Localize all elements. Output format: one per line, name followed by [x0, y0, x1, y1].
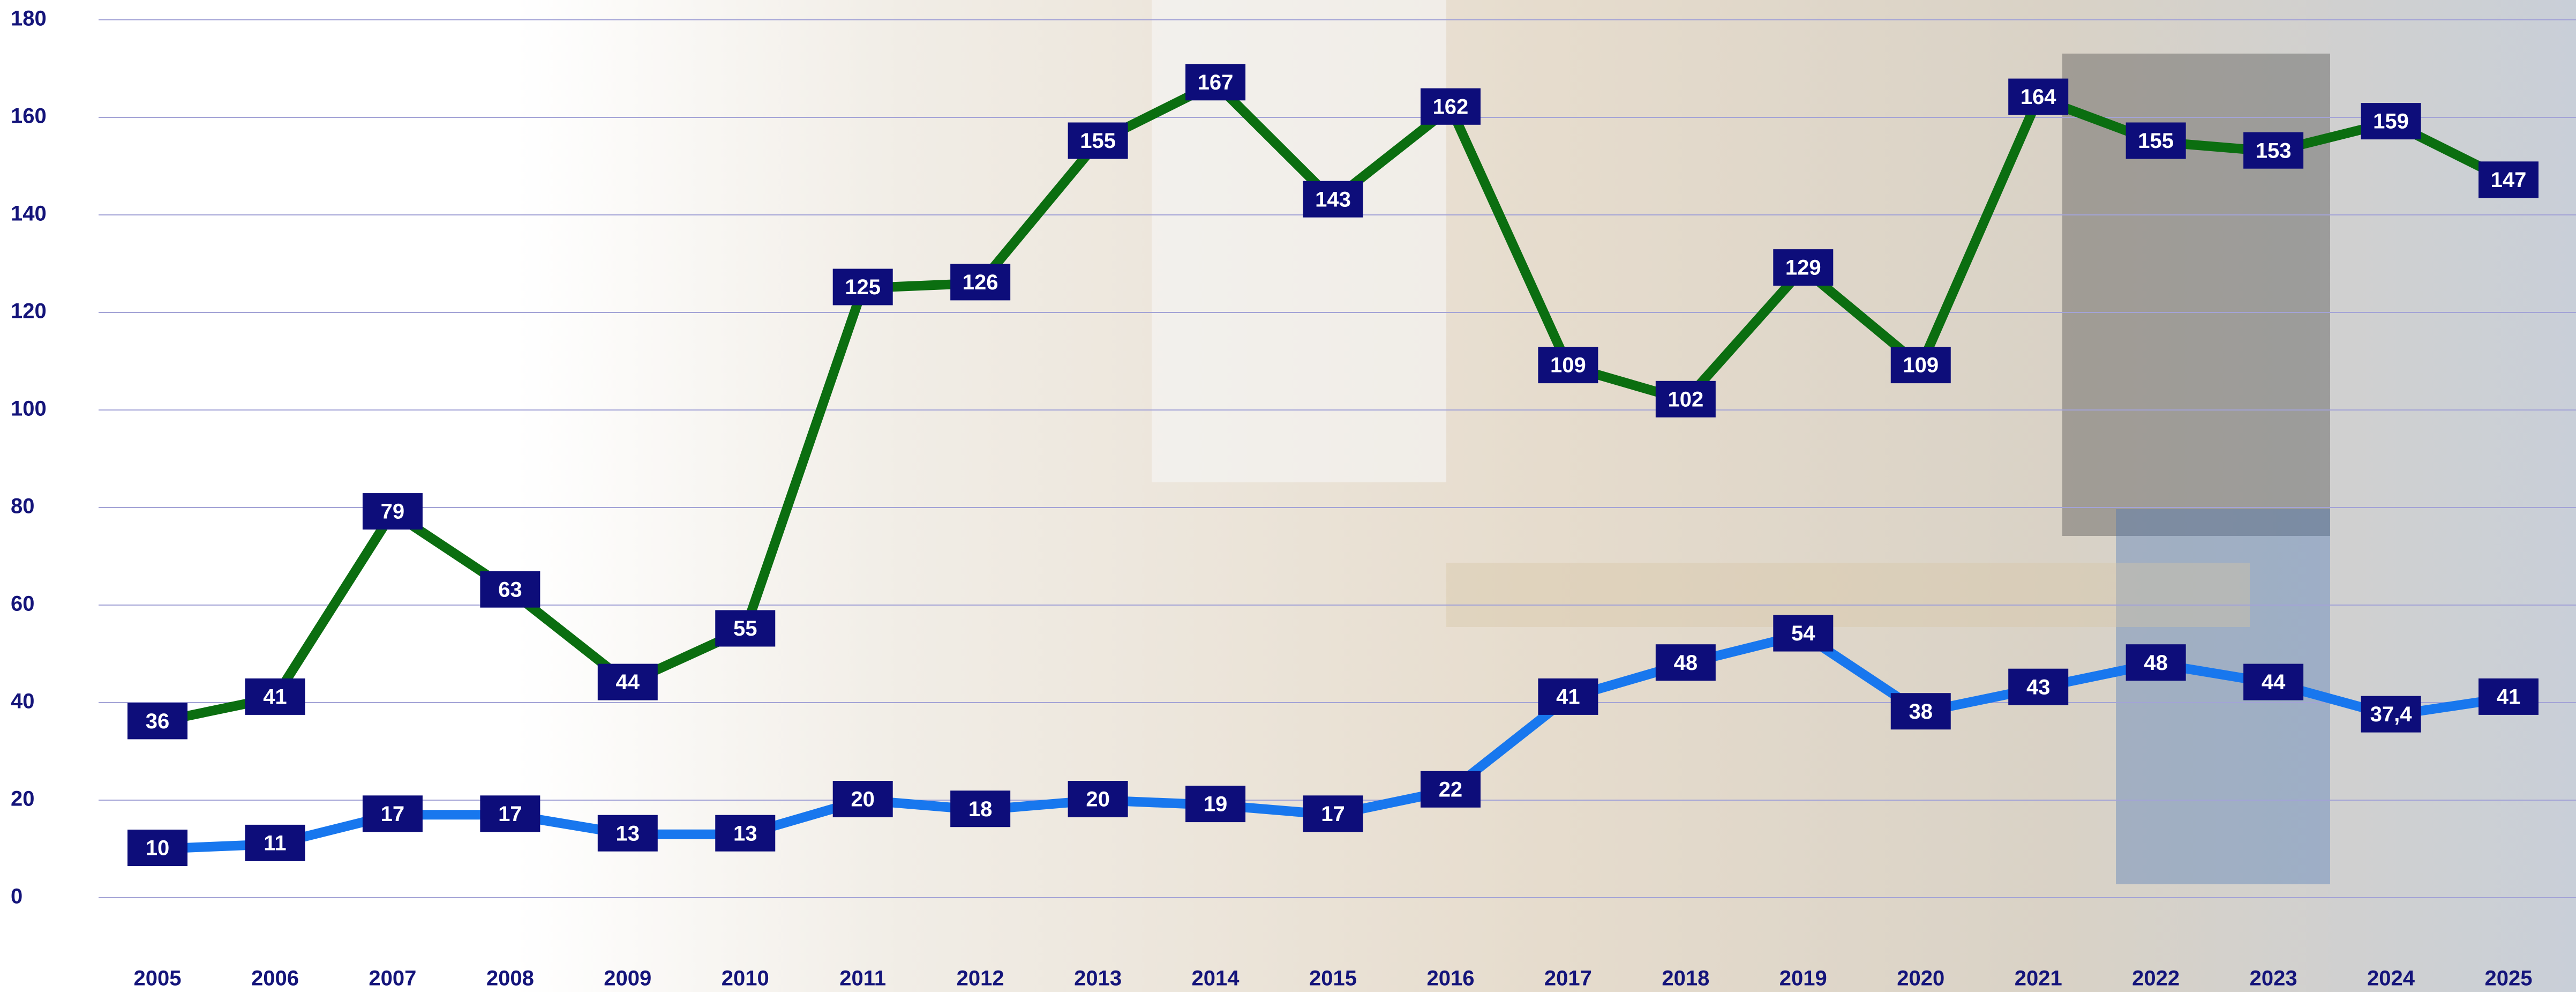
- x-tick-label: 2013: [1074, 967, 1122, 990]
- x-tick-label: 2024: [2367, 967, 2415, 990]
- x-tick-label: 2010: [722, 967, 769, 990]
- y-tick-label: 0: [11, 885, 22, 908]
- x-tick-label: 2016: [1426, 967, 1474, 990]
- y-tick-label: 80: [11, 495, 35, 518]
- y-tick-label: 60: [11, 592, 35, 616]
- value-label: 109: [1903, 354, 1939, 377]
- y-tick-label: 40: [11, 690, 35, 713]
- x-tick-label: 2011: [839, 967, 886, 990]
- value-label: 41: [263, 685, 287, 708]
- value-label: 55: [733, 617, 757, 640]
- value-label: 43: [2026, 675, 2051, 699]
- value-label: 162: [1433, 95, 1469, 118]
- value-label: 20: [1086, 788, 1110, 811]
- value-label: 19: [1204, 793, 1228, 816]
- value-label: 129: [1785, 256, 1821, 280]
- value-label: 153: [2256, 139, 2292, 162]
- value-label: 48: [2144, 651, 2168, 675]
- value-label: 126: [963, 271, 998, 294]
- value-label: 147: [2491, 168, 2527, 192]
- value-label: 11: [264, 831, 286, 855]
- y-tick-label: 120: [11, 300, 47, 323]
- x-tick-label: 2019: [1779, 967, 1827, 990]
- value-label: 155: [2138, 129, 2174, 153]
- x-tick-label: 2020: [1897, 967, 1944, 990]
- value-label: 41: [1556, 685, 1580, 708]
- value-label: 36: [146, 710, 170, 733]
- photo-table: [1446, 563, 2250, 627]
- y-tick-label: 180: [11, 7, 47, 31]
- y-tick-label: 140: [11, 202, 47, 226]
- value-label: 143: [1315, 188, 1351, 211]
- x-tick-label: 2008: [486, 967, 534, 990]
- value-label: 164: [2021, 85, 2056, 109]
- x-tick-label: 2007: [369, 967, 416, 990]
- x-tick-label: 2023: [2250, 967, 2297, 990]
- value-label: 48: [1674, 651, 1698, 675]
- value-label: 125: [845, 275, 881, 299]
- x-tick-label: 2009: [604, 967, 651, 990]
- value-label: 155: [1080, 129, 1116, 153]
- value-label: 18: [968, 797, 993, 821]
- value-label: 41: [2497, 685, 2521, 708]
- value-label: 167: [1198, 71, 1234, 94]
- value-label: 22: [1439, 778, 1463, 801]
- value-label: 13: [616, 822, 640, 845]
- value-label: 17: [498, 802, 522, 826]
- page: {"chart_data": {"type": "line", "categor…: [0, 0, 2576, 992]
- value-label: 44: [616, 670, 640, 694]
- x-tick-label: 2022: [2132, 967, 2180, 990]
- x-tick-label: 2025: [2485, 967, 2533, 990]
- x-tick-label: 2018: [1662, 967, 1709, 990]
- value-label: 63: [498, 578, 522, 601]
- x-tick-label: 2017: [1544, 967, 1592, 990]
- y-tick-label: 160: [11, 105, 47, 128]
- y-tick-label: 100: [11, 397, 47, 421]
- value-label: 102: [1668, 387, 1703, 411]
- x-tick-label: 2015: [1309, 967, 1357, 990]
- value-label: 17: [1321, 802, 1345, 826]
- value-label: 79: [381, 500, 405, 524]
- x-tick-label: 2006: [251, 967, 299, 990]
- value-label: 44: [2262, 670, 2286, 694]
- value-label: 17: [381, 802, 405, 826]
- x-tick-label: 2021: [2015, 967, 2062, 990]
- x-tick-label: 2014: [1192, 967, 1240, 990]
- value-label: 109: [1550, 354, 1586, 377]
- value-label: 10: [146, 837, 170, 860]
- x-tick-label: 2005: [134, 967, 182, 990]
- y-tick-label: 20: [11, 787, 35, 811]
- value-label: 38: [1909, 700, 1933, 724]
- value-label: 13: [733, 822, 757, 845]
- value-label: 54: [1791, 622, 1815, 645]
- chart: 0 20 40 60 80 100 120 140 160 180 2005 2006 2007 2008…: [0, 0, 2576, 992]
- value-label: 37,4: [2370, 703, 2413, 726]
- value-label: 20: [851, 788, 875, 811]
- x-tick-label: 2012: [957, 967, 1004, 990]
- value-label: 159: [2373, 110, 2409, 133]
